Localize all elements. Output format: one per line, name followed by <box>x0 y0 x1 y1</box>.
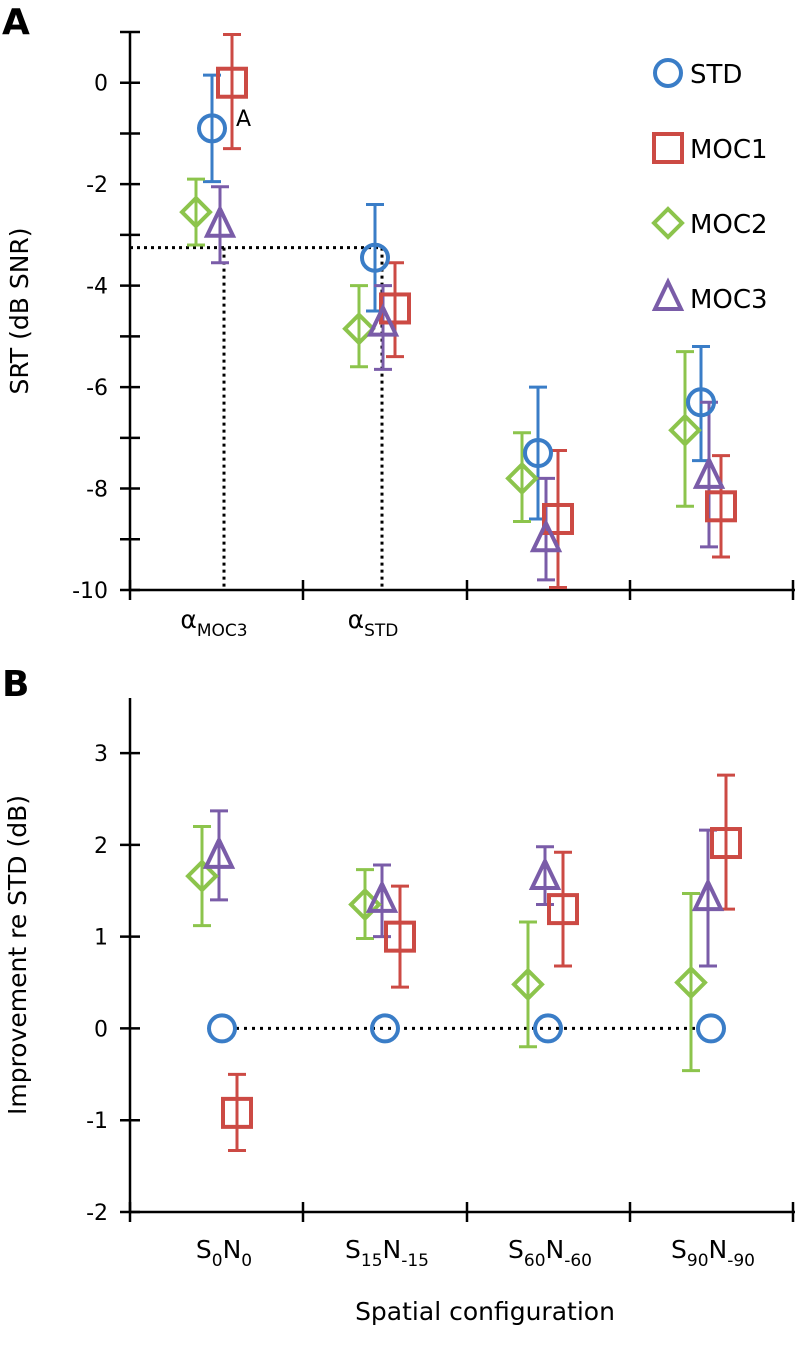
data-point-moc1 <box>547 893 579 926</box>
panel-label-a: A <box>2 2 30 43</box>
error-bar-moc2 <box>356 868 374 940</box>
data-point-moc2 <box>668 413 702 448</box>
legend-label-std: STD <box>690 60 742 90</box>
error-bar-moc2 <box>350 284 368 369</box>
y-tick-label-B: 0 <box>94 1017 108 1042</box>
data-point-std <box>696 1013 726 1044</box>
error-bar-moc1 <box>554 850 572 968</box>
error-bar-moc1 <box>386 261 404 359</box>
data-point-moc3 <box>691 877 725 912</box>
y-tick-label-A: 0 <box>94 72 108 97</box>
data-point-moc3 <box>366 303 400 337</box>
y-axis-title-B: Improvement re STD (dB) <box>3 795 32 1115</box>
category-label-1: αSTD <box>348 605 399 641</box>
data-point-moc3 <box>692 455 726 489</box>
category-label-2: S60N-60 <box>508 1235 592 1271</box>
y-tick-label-B: -2 <box>86 1201 108 1226</box>
y-tick-label-B: 3 <box>94 742 108 767</box>
legend-marker-moc1 <box>652 132 684 164</box>
category-label-1: S15N-15 <box>345 1235 429 1271</box>
category-label-3: S90N-90 <box>671 1235 755 1271</box>
data-point-std <box>370 1013 400 1044</box>
error-bar-moc1 <box>712 454 730 559</box>
y-tick-label-A: -2 <box>86 173 108 198</box>
category-label-0: S0N0 <box>196 1235 252 1271</box>
data-point-moc2 <box>185 859 219 893</box>
data-point-moc1 <box>542 502 574 535</box>
error-bar-moc2 <box>513 431 531 524</box>
error-bar-moc2 <box>519 920 537 1049</box>
legend-marker-std <box>653 58 683 88</box>
data-point-std <box>207 1013 237 1044</box>
y-axis-title-A: SRT (dB SNR) <box>5 227 34 394</box>
data-point-std <box>360 242 390 273</box>
error-bar-moc3 <box>211 185 229 265</box>
error-bar-std <box>529 385 547 521</box>
data-point-moc1 <box>384 920 416 953</box>
error-bar-moc2 <box>187 177 205 247</box>
error-bar-moc1 <box>717 773 735 911</box>
error-bar-moc2 <box>682 892 700 1073</box>
category-label-0: αMOC3 <box>180 605 247 641</box>
data-point-moc3 <box>202 835 236 869</box>
data-point-moc1 <box>710 827 742 860</box>
data-point-moc3 <box>529 518 563 553</box>
legend-label-moc1: MOC1 <box>690 135 768 165</box>
data-point-moc1 <box>216 66 248 99</box>
data-point-moc2 <box>179 195 213 229</box>
y-tick-label-B: 2 <box>94 834 108 859</box>
data-point-moc1 <box>705 490 737 523</box>
y-tick-label-B: -1 <box>86 1109 108 1134</box>
data-point-std <box>686 387 716 418</box>
data-point-moc3 <box>203 204 237 238</box>
error-bar-moc1 <box>223 33 241 151</box>
error-bar-moc1 <box>228 1072 246 1153</box>
legend-label-moc3: MOC3 <box>690 285 768 315</box>
panel-label-b: B <box>2 664 29 705</box>
annotation-a: A <box>236 107 251 132</box>
y-tick-label-A: -6 <box>86 376 108 401</box>
y-tick-label-B: 1 <box>94 926 108 951</box>
x-axis-title: Spatial configuration <box>355 1297 615 1326</box>
data-point-moc2 <box>505 461 539 496</box>
error-bar-moc1 <box>549 449 567 589</box>
y-tick-label-A: -10 <box>72 579 108 604</box>
legend-marker-moc3 <box>651 277 685 311</box>
data-point-std <box>523 438 553 469</box>
data-point-moc2 <box>342 311 376 346</box>
data-point-moc2 <box>674 965 708 1000</box>
data-point-std <box>197 113 227 144</box>
y-tick-label-A: -4 <box>86 275 108 300</box>
error-bar-moc3 <box>210 809 228 902</box>
data-point-std <box>533 1013 563 1044</box>
legend-marker-moc2 <box>651 206 685 240</box>
data-point-moc3 <box>528 856 562 890</box>
data-point-moc1 <box>221 1096 253 1129</box>
y-tick-label-A: -8 <box>86 478 108 503</box>
data-point-moc3 <box>365 879 399 913</box>
error-bar-moc2 <box>193 825 211 928</box>
data-point-moc2 <box>511 967 545 1002</box>
error-bar-moc2 <box>676 350 694 508</box>
legend-label-moc2: MOC2 <box>690 210 768 240</box>
error-bar-moc1 <box>391 884 409 989</box>
